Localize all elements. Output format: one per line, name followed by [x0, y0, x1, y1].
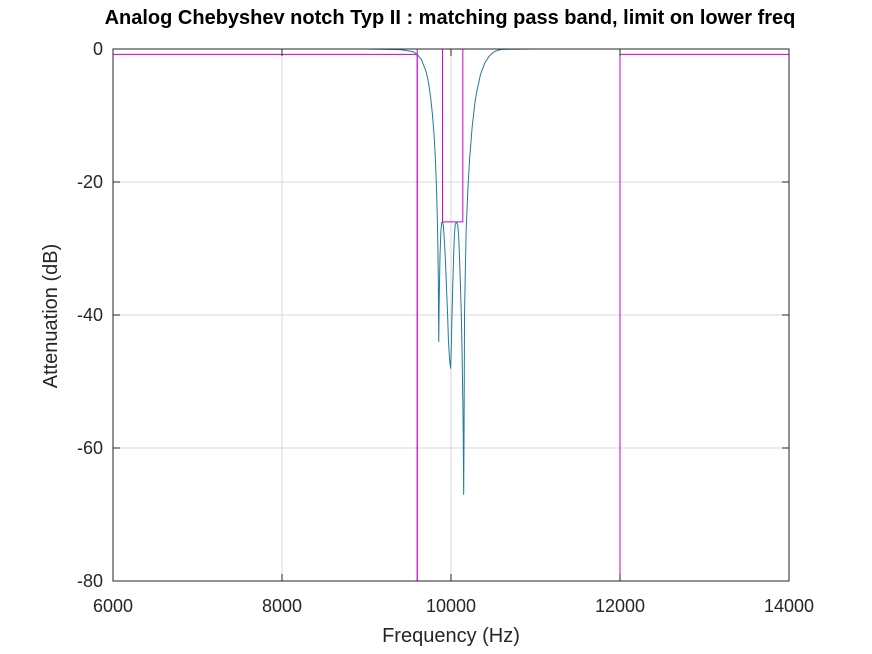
axes: 6000 8000 10000 12000 14000 -80 -60 -40 -20 0: [77, 39, 814, 616]
x-axis-label: Frequency (Hz): [382, 625, 520, 647]
y-tick-label: -60: [77, 438, 103, 458]
x-tick-label: 12000: [595, 596, 645, 616]
x-tick-label: 8000: [262, 596, 302, 616]
y-tick-label: 0: [93, 39, 103, 59]
x-tick-label: 14000: [764, 596, 814, 616]
chart-title: Analog Chebyshev notch Typ II : matching…: [105, 7, 796, 29]
series-response: [113, 48, 789, 496]
x-tick-label: 6000: [93, 596, 133, 616]
y-axis-label: Attenuation (dB): [40, 244, 62, 389]
x-tick-label: 10000: [426, 596, 476, 616]
y-tick-label: -20: [77, 172, 103, 192]
y-tick-label: -80: [77, 571, 103, 591]
y-tick-label: -40: [77, 305, 103, 325]
